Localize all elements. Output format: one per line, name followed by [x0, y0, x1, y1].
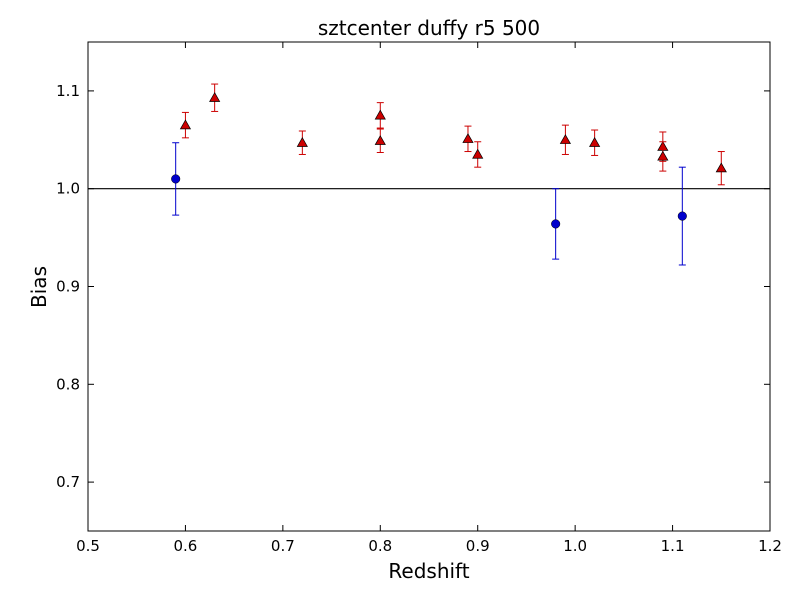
y-tick-label: 1.0	[56, 180, 80, 198]
y-tick-label: 0.8	[56, 375, 80, 393]
y-tick-label: 0.7	[56, 473, 80, 491]
data-point-triangle	[559, 134, 572, 144]
x-tick-label: 0.6	[173, 537, 197, 555]
axis-ticks: 0.5 0.6 0.7 0.8 0.9 1.0 1.1 1.2 0.7 0.8 0.9 1.0 1.1	[56, 42, 782, 555]
x-tick-label: 0.9	[466, 537, 490, 555]
data-point-circle	[551, 219, 561, 229]
x-axis-label: Redshift	[388, 559, 469, 583]
data-point-circle	[171, 174, 181, 184]
y-tick-label: 0.9	[56, 278, 80, 296]
chart-title: sztcenter duffy r5 500	[318, 16, 540, 40]
x-tick-label: 0.5	[76, 537, 100, 555]
y-tick-label: 1.1	[56, 82, 80, 100]
data-point-triangle	[179, 119, 192, 130]
plot-frame	[87, 41, 771, 532]
data-point-triangle	[209, 92, 221, 102]
data-point-triangle	[472, 148, 484, 159]
y-axis-label: Bias	[27, 266, 51, 308]
x-tick-label: 1.0	[563, 537, 587, 555]
data-point-triangle	[657, 150, 669, 161]
data-point-triangle	[374, 135, 386, 145]
data-point-triangle	[296, 137, 308, 147]
x-tick-label: 1.2	[758, 537, 782, 555]
data-point-triangle	[462, 133, 474, 143]
x-tick-label: 0.7	[271, 537, 295, 555]
data-marks	[171, 83, 727, 266]
data-point-circle	[677, 211, 687, 221]
x-tick-label: 0.8	[368, 537, 392, 555]
x-tick-label: 1.1	[661, 537, 685, 555]
data-point-triangle	[715, 162, 727, 173]
data-point-triangle	[374, 109, 386, 120]
data-point-triangle	[589, 137, 601, 147]
